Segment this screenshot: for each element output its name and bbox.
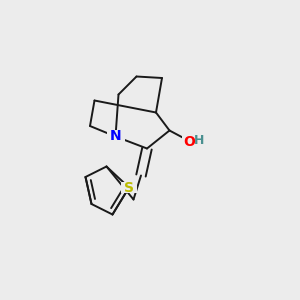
FancyBboxPatch shape xyxy=(122,182,136,193)
Text: H: H xyxy=(194,134,205,148)
Text: N: N xyxy=(110,130,121,143)
Text: O: O xyxy=(184,136,196,149)
Text: S: S xyxy=(124,181,134,194)
FancyBboxPatch shape xyxy=(106,130,124,143)
FancyBboxPatch shape xyxy=(182,135,203,150)
